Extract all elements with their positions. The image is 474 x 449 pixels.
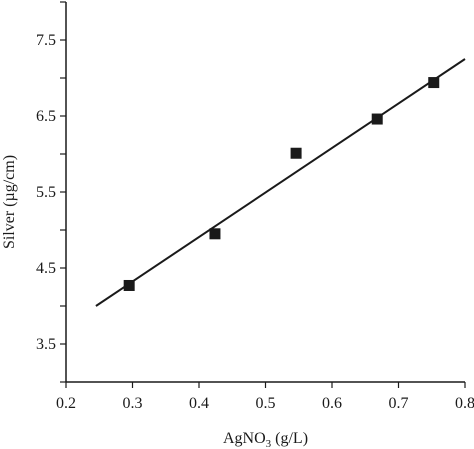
x-tick-label: 0.3	[123, 395, 143, 412]
x-axis-title-unit: (g/L)	[271, 430, 308, 447]
data-point	[209, 228, 221, 240]
y-tick-label: 6.5	[36, 108, 56, 125]
data-points	[123, 77, 440, 291]
data-point	[428, 77, 440, 89]
y-axis-title: Silver (µg/cm)	[1, 155, 18, 249]
x-tick-label: 0.4	[189, 395, 209, 412]
y-ticks: 3.5 4.5 5.5 6.5 7.5	[36, 1, 66, 383]
regression-line	[95, 58, 466, 307]
x-axis-title-subscript: 3	[266, 438, 272, 449]
data-point	[371, 113, 383, 125]
data-point	[123, 279, 135, 291]
y-tick-label: 5.5	[36, 184, 56, 201]
x-tick-label: 0.8	[455, 395, 474, 412]
y-tick-label: 3.5	[36, 336, 56, 353]
x-tick-label: 0.6	[322, 395, 342, 412]
x-axis-title: AgNO3 (g/L)	[223, 430, 308, 449]
x-tick-label: 0.5	[256, 395, 276, 412]
data-point	[290, 147, 302, 159]
x-ticks: 0.2 0.3 0.4 0.5 0.6 0.7 0.8	[56, 382, 474, 412]
x-tick-label: 0.7	[389, 395, 409, 412]
x-axis-title-main: AgNO	[223, 430, 266, 447]
x-tick-label: 0.2	[56, 395, 76, 412]
y-tick-label: 4.5	[36, 260, 56, 277]
y-tick-label: 7.5	[36, 32, 56, 49]
